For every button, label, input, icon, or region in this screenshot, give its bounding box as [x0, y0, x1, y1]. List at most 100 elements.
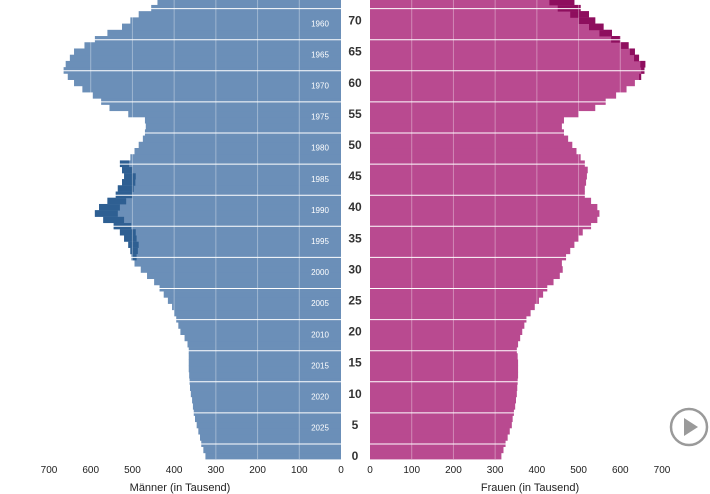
women-bar — [370, 452, 502, 460]
birth-year-label: 1960 — [311, 19, 329, 28]
women-bar — [370, 259, 562, 267]
women-bar — [370, 185, 585, 192]
right-tick-label: 100 — [403, 465, 420, 476]
men-bar — [154, 278, 341, 286]
women-bar — [370, 353, 518, 360]
men-bar — [172, 303, 341, 311]
men-bar — [99, 203, 341, 211]
women-bar — [370, 340, 519, 348]
women-bar — [370, 322, 525, 329]
women-bar — [370, 73, 642, 80]
women-bar — [370, 272, 560, 280]
right-tick-label: 700 — [654, 465, 671, 476]
men-bar — [198, 427, 341, 435]
men-bar — [134, 148, 341, 155]
women-surplus-bar — [599, 29, 612, 37]
right-tick-label: 200 — [445, 465, 462, 476]
men-bar — [195, 415, 341, 423]
women-bar — [370, 42, 629, 49]
women-bar — [370, 297, 539, 304]
men-bar — [69, 54, 341, 62]
men-bar — [192, 396, 341, 404]
women-bar — [370, 29, 612, 37]
men-bar — [144, 116, 341, 124]
birth-year-label: 1995 — [311, 237, 329, 246]
men-surplus-bar — [99, 203, 120, 211]
women-bar — [370, 92, 617, 99]
women-bar — [370, 110, 579, 118]
men-surplus-bar — [103, 216, 125, 224]
right-tick-label: 400 — [529, 465, 546, 476]
left-tick-label: 100 — [291, 465, 308, 476]
women-bar — [370, 309, 531, 317]
left-tick-label: 200 — [249, 465, 266, 476]
left-tick-label: 0 — [338, 465, 344, 476]
men-bar — [107, 197, 342, 205]
men-bar — [189, 371, 341, 379]
women-bar — [370, 266, 563, 273]
women-surplus-bar — [634, 54, 640, 62]
women-bar — [370, 384, 518, 391]
men-bar — [122, 166, 341, 174]
men-bar — [180, 328, 341, 335]
women-bar — [370, 23, 604, 31]
women-bar — [370, 365, 519, 373]
men-bar — [205, 452, 341, 460]
women-bar — [370, 60, 646, 68]
women-bar — [370, 241, 575, 248]
women-bar — [370, 166, 588, 174]
men-bar — [196, 421, 341, 429]
women-bar — [370, 228, 583, 236]
men-bar — [128, 110, 341, 118]
men-bar — [92, 92, 341, 99]
women-surplus-bar — [640, 60, 646, 68]
women-bar — [370, 135, 569, 143]
women-bar — [370, 247, 571, 255]
birth-year-label: 2010 — [311, 330, 329, 339]
women-bar — [370, 291, 544, 298]
women-bar — [370, 172, 587, 180]
women-bar — [370, 434, 508, 441]
men-surplus-bar — [117, 185, 134, 192]
men-bar — [134, 259, 341, 267]
left-tick-label: 300 — [208, 465, 225, 476]
men-bar — [130, 17, 341, 24]
women-bar — [370, 116, 564, 124]
age-labels: 0 5 10 15 20 25 30 35 40 45 50 55 60 65 70 — [348, 14, 362, 463]
play-button[interactable] — [669, 407, 709, 447]
men-bar — [192, 403, 341, 410]
men-bar — [187, 340, 341, 348]
women-bar — [370, 359, 519, 367]
men-bar — [157, 0, 341, 6]
men-bar — [67, 73, 342, 80]
women-bar — [370, 48, 635, 56]
age-label: 50 — [348, 138, 362, 152]
age-label: 55 — [348, 107, 362, 121]
play-triangle-icon — [684, 418, 698, 436]
birth-year-label: 1990 — [311, 206, 329, 215]
women-bar — [370, 328, 523, 335]
women-bar — [370, 390, 517, 398]
age-label: 70 — [348, 14, 362, 28]
age-label: 25 — [348, 294, 362, 308]
age-label: 35 — [348, 231, 362, 245]
men-bar — [142, 135, 341, 143]
age-label: 5 — [352, 418, 359, 432]
age-label: 30 — [348, 262, 362, 276]
men-bar — [138, 141, 341, 149]
women-surplus-bar — [578, 17, 596, 24]
birth-year-labels: 2025 2020 2015 2010 2005 2000 1995 1990 1985 1980… — [311, 19, 329, 432]
women-bar — [370, 210, 600, 217]
women-bar — [370, 148, 577, 155]
age-label: 0 — [352, 449, 359, 463]
age-label: 45 — [348, 169, 362, 183]
men-bar — [200, 434, 341, 441]
women-bar — [370, 54, 640, 62]
women-bar — [370, 303, 535, 311]
women-surplus-bar — [589, 23, 604, 31]
men-bar — [103, 216, 341, 224]
age-label: 20 — [348, 325, 362, 339]
birth-year-label: 2015 — [311, 361, 329, 370]
age-label: 40 — [348, 200, 362, 214]
men-bar — [189, 384, 341, 391]
